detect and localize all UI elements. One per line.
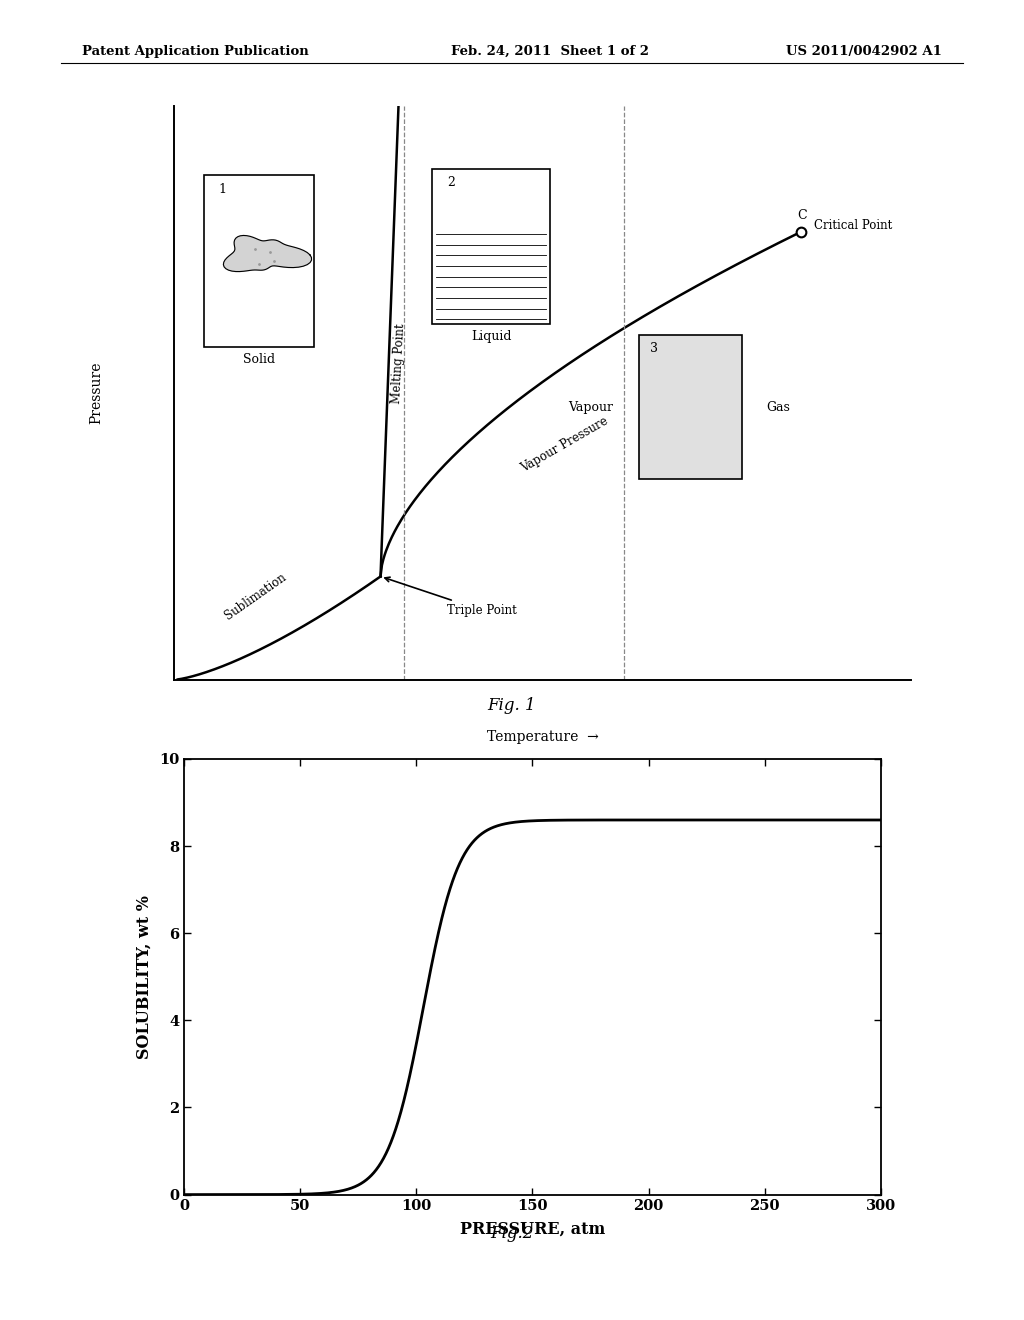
Text: Vapour Pressure: Vapour Pressure bbox=[519, 414, 610, 475]
Text: Sublimation: Sublimation bbox=[222, 570, 289, 623]
Text: Fig.2: Fig.2 bbox=[490, 1225, 534, 1242]
Text: Melting Point: Melting Point bbox=[390, 323, 408, 404]
Text: 3: 3 bbox=[649, 342, 657, 355]
Text: US 2011/0042902 A1: US 2011/0042902 A1 bbox=[786, 45, 942, 58]
Y-axis label: SOLUBILITY, wt %: SOLUBILITY, wt % bbox=[135, 895, 153, 1059]
Text: 2: 2 bbox=[446, 176, 455, 189]
Text: Fig. 1: Fig. 1 bbox=[487, 697, 537, 714]
Text: Temperature  →: Temperature → bbox=[486, 730, 599, 744]
Text: Pressure: Pressure bbox=[90, 362, 103, 424]
Text: Feb. 24, 2011  Sheet 1 of 2: Feb. 24, 2011 Sheet 1 of 2 bbox=[451, 45, 648, 58]
Text: 1: 1 bbox=[218, 183, 226, 197]
X-axis label: PRESSURE, atm: PRESSURE, atm bbox=[460, 1221, 605, 1237]
Text: Triple Point: Triple Point bbox=[385, 577, 517, 616]
Text: Vapour: Vapour bbox=[568, 400, 613, 413]
Text: Patent Application Publication: Patent Application Publication bbox=[82, 45, 308, 58]
FancyBboxPatch shape bbox=[432, 169, 550, 323]
Text: Solid: Solid bbox=[243, 352, 274, 366]
FancyBboxPatch shape bbox=[639, 335, 741, 479]
Text: C: C bbox=[797, 210, 807, 222]
Polygon shape bbox=[223, 235, 311, 272]
Text: Gas: Gas bbox=[767, 400, 791, 413]
Text: Critical Point: Critical Point bbox=[814, 219, 892, 232]
Text: Liquid: Liquid bbox=[471, 330, 511, 343]
FancyBboxPatch shape bbox=[204, 174, 314, 347]
